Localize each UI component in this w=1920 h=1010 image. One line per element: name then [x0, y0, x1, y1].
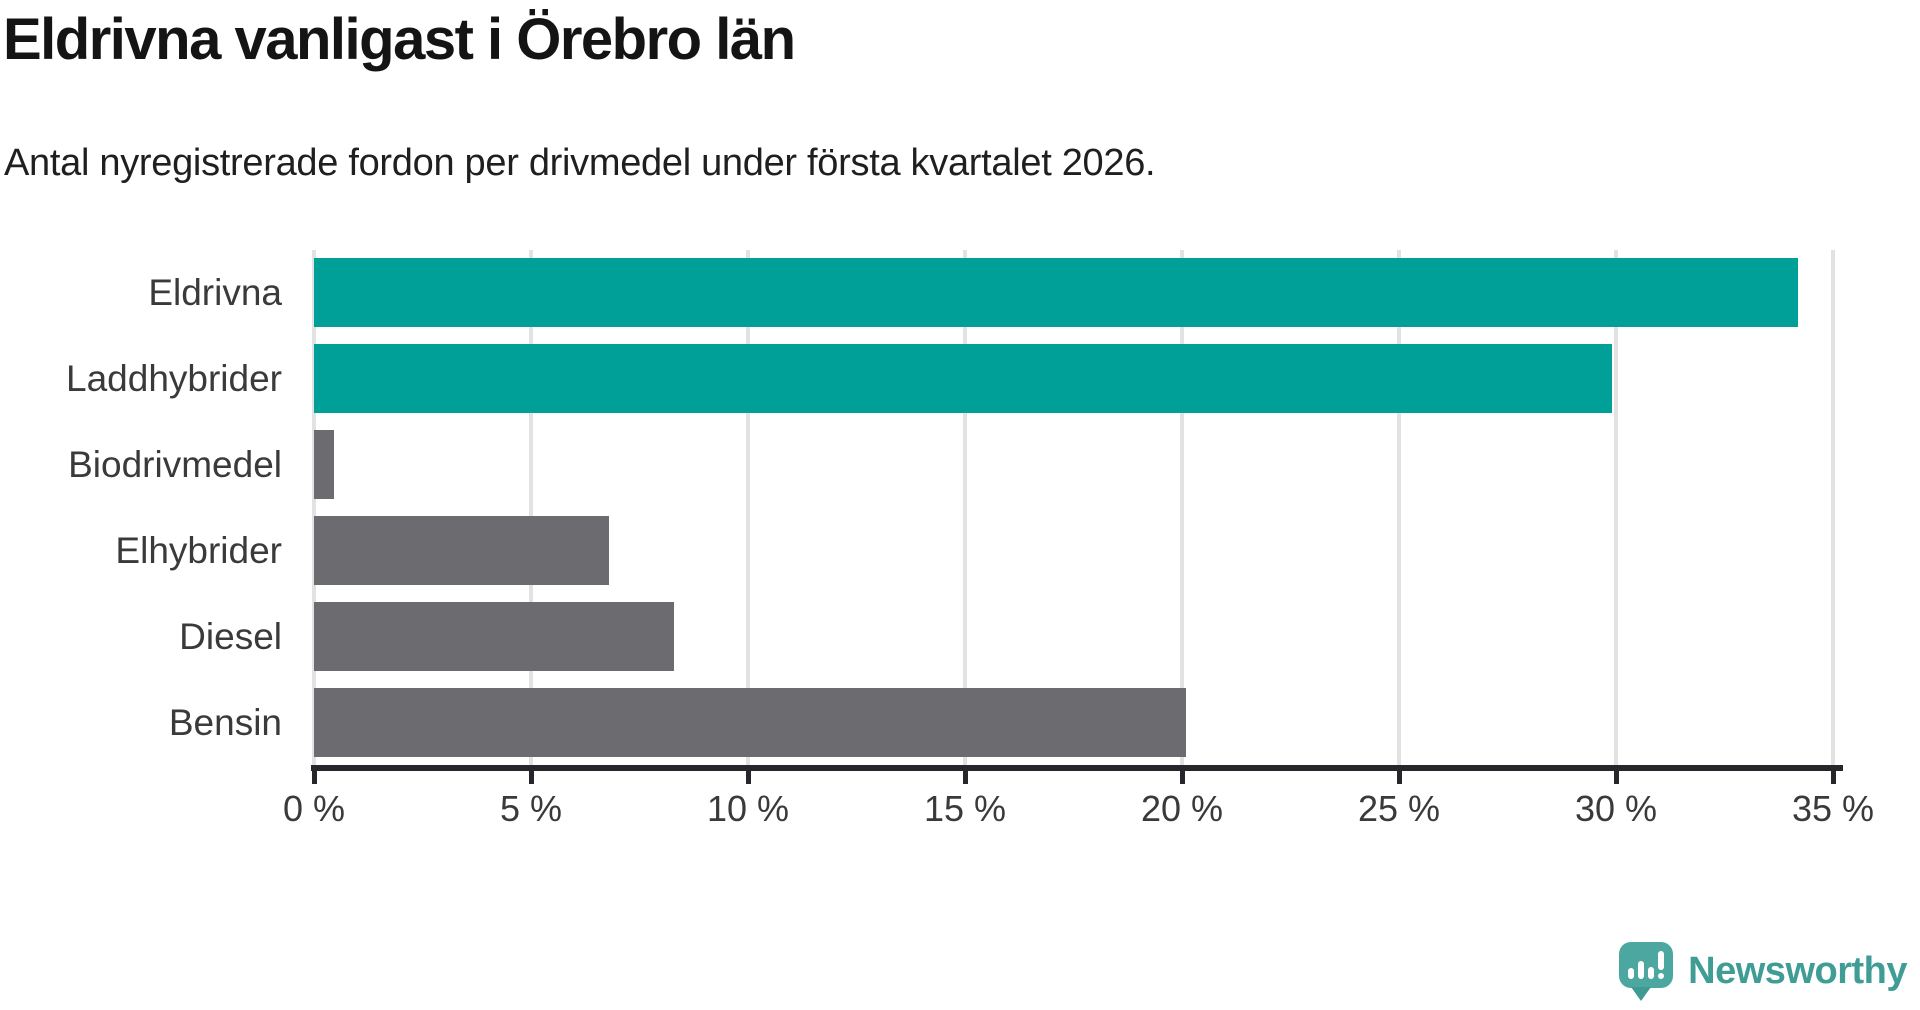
chart-title: Eldrivna vanligast i Örebro län	[3, 7, 796, 72]
gridline	[1397, 250, 1401, 765]
bar-laddhybrider	[314, 344, 1612, 413]
chart-subtitle: Antal nyregistrerade fordon per drivmede…	[4, 142, 1156, 184]
bar-elhybrider	[314, 516, 610, 585]
category-label-laddhybrider: Laddhybrider	[66, 358, 282, 399]
logo-bar	[1628, 968, 1635, 979]
axis-tick-label: 30 %	[1574, 788, 1658, 829]
category-label-diesel: Diesel	[179, 616, 282, 657]
axis-tick	[1180, 771, 1185, 784]
bar-biodrivmedel	[314, 430, 334, 499]
axis-tick-label: 20 %	[1140, 788, 1224, 829]
logo-bar	[1638, 961, 1645, 979]
newsworthy-logo: Newsworthy	[1619, 942, 1907, 1001]
axis-tick	[1397, 771, 1402, 784]
gridline	[963, 250, 967, 765]
category-label-bensin: Bensin	[168, 702, 282, 743]
bar-diesel	[314, 602, 675, 671]
category-label-elhybrider: Elhybrider	[115, 530, 282, 571]
axis-tick	[529, 771, 534, 784]
category-label-biodrivmedel: Biodrivmedel	[68, 444, 282, 485]
exclamation-stem	[1658, 951, 1665, 970]
axis-tick-label: 5 %	[499, 788, 563, 829]
axis-tick-label: 0 %	[282, 788, 346, 829]
category-label-eldrivna: Eldrivna	[148, 272, 282, 313]
axis-tick	[312, 771, 317, 784]
newsworthy-logo-text: Newsworthy	[1688, 949, 1907, 992]
gridline	[1831, 250, 1835, 765]
axis-tick-label: 35 %	[1791, 788, 1875, 829]
axis-tick	[746, 771, 751, 784]
bar-chart-exclamation-icon	[1619, 942, 1674, 1001]
axis-tick	[1831, 771, 1836, 784]
gridline	[746, 250, 750, 765]
gridline	[312, 250, 316, 765]
axis-tick	[1614, 771, 1619, 784]
gridline	[1614, 250, 1618, 765]
axis-tick-label: 10 %	[706, 788, 790, 829]
axis-tick-label: 15 %	[923, 788, 1007, 829]
logo-bar	[1648, 967, 1655, 979]
exclamation-dot	[1658, 973, 1665, 979]
bar-eldrivna	[314, 258, 1799, 327]
gridline	[529, 250, 533, 765]
gridline	[1180, 250, 1184, 765]
axis-tick-label: 25 %	[1357, 788, 1441, 829]
axis-tick	[963, 771, 968, 784]
exclamation-icon	[1658, 951, 1665, 979]
bar-bensin	[314, 688, 1187, 757]
x-axis-line	[311, 765, 1843, 771]
